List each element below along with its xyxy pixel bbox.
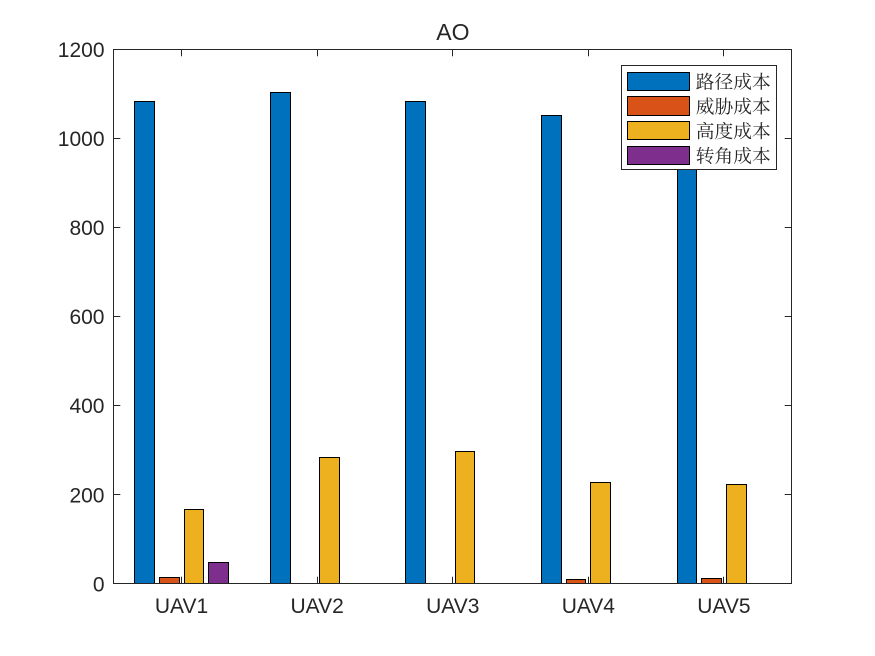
svg-text:200: 200 [69,484,104,507]
svg-text:0: 0 [93,573,105,596]
svg-text:UAV1: UAV1 [155,595,208,618]
svg-text:UAV4: UAV4 [562,595,616,618]
svg-text:800: 800 [69,217,104,240]
svg-text:UAV2: UAV2 [290,595,343,618]
svg-text:600: 600 [69,306,104,329]
svg-text:1000: 1000 [58,128,105,151]
svg-text:1200: 1200 [58,39,105,62]
svg-text:AO: AO [436,19,469,45]
svg-text:UAV3: UAV3 [426,595,479,618]
svg-text:400: 400 [69,395,104,418]
svg-text:UAV5: UAV5 [697,595,750,618]
